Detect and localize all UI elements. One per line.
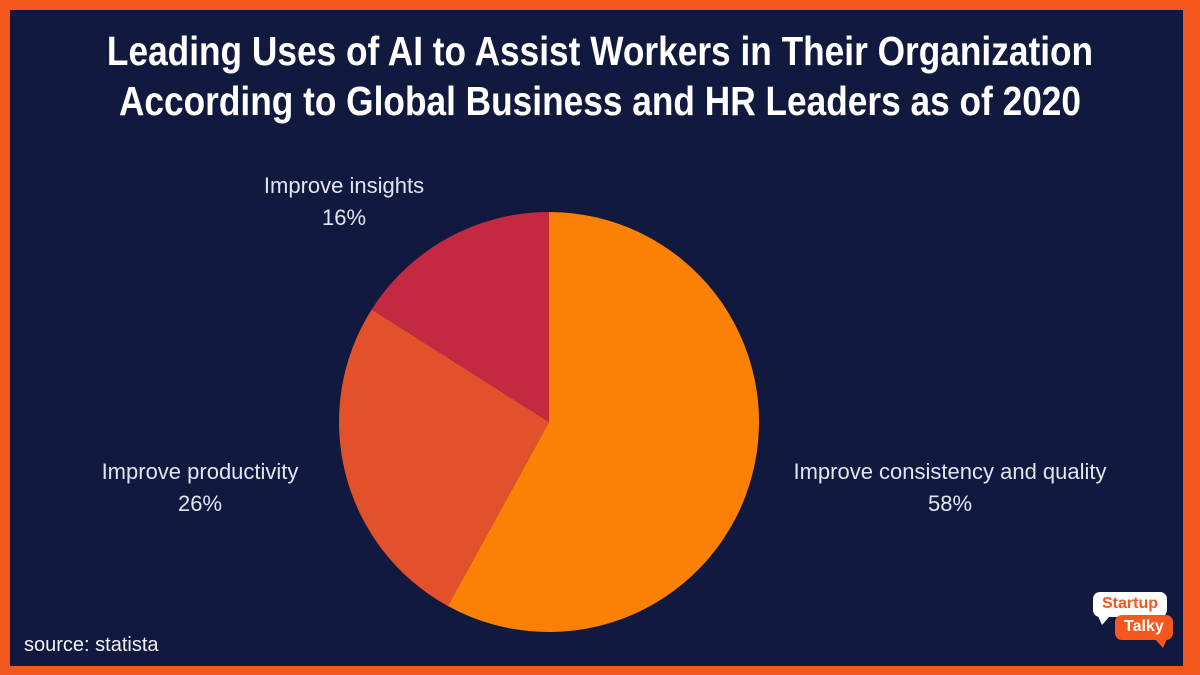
title-line-2: According to Global Business and HR Lead…	[118, 78, 1082, 124]
pie-chart	[339, 212, 759, 632]
slice-percent-value: 16%	[321, 205, 367, 230]
pie-slice-2	[371, 212, 549, 422]
logo-bubble-talky: Talky	[1115, 615, 1173, 648]
title-line-1: Leading Uses of AI to Assist Workers in …	[106, 28, 1094, 74]
slice-label-text: Improve insights	[263, 173, 425, 198]
slice-label-improve-insights: Improve insights 16%	[234, 170, 454, 234]
slice-label-text: Improve productivity	[101, 459, 299, 484]
slice-label-text: Improve consistency and quality	[793, 459, 1107, 484]
source-attribution: source: statista	[24, 634, 159, 656]
slice-label-improve-productivity: Improve productivity 26%	[75, 456, 325, 520]
slice-percent-value: 26%	[177, 491, 223, 516]
slice-percent-value: 58%	[927, 491, 973, 516]
startuptalky-logo: Startup Talky	[1093, 592, 1179, 654]
logo-bubble-startup: Startup	[1093, 592, 1167, 625]
page-title: Leading Uses of AI to Assist Workers in …	[0, 26, 1200, 126]
pie-slice-1	[339, 309, 549, 607]
slice-label-improve-consistency-and-quality: Improve consistency and quality 58%	[780, 456, 1120, 520]
pie-chart-container	[339, 212, 759, 632]
pie-slice-0	[447, 212, 759, 632]
